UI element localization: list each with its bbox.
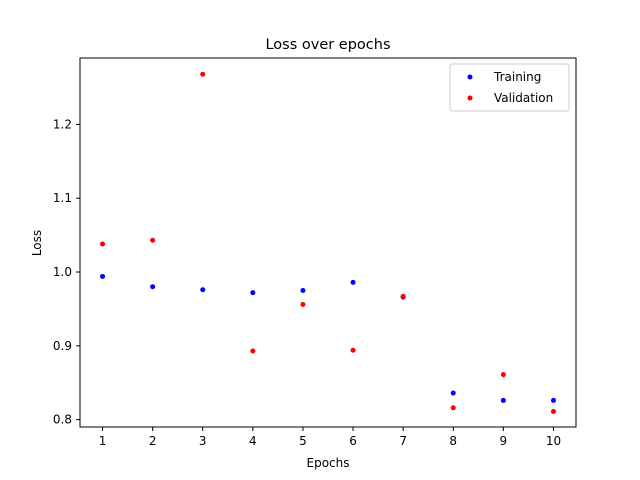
x-axis: 1 2 3 4 5 6 7 8 9 10 xyxy=(99,427,561,448)
x-tick-label: 3 xyxy=(199,434,207,448)
training-point xyxy=(250,290,256,296)
validation-point xyxy=(450,405,456,411)
training-point xyxy=(200,287,206,293)
legend-label-validation: Validation xyxy=(494,91,553,105)
plot-frame xyxy=(79,57,577,428)
training-point xyxy=(500,397,506,403)
training-point xyxy=(350,279,356,285)
legend-label-training: Training xyxy=(493,70,541,84)
validation-point xyxy=(500,372,506,378)
y-axis-label: Loss xyxy=(30,230,44,256)
x-tick-label: 2 xyxy=(149,434,157,448)
x-tick-label: 8 xyxy=(449,434,457,448)
y-tick-label: 1.2 xyxy=(53,117,72,131)
x-tick-label: 5 xyxy=(299,434,307,448)
training-point xyxy=(450,390,456,396)
legend-marker-training xyxy=(467,74,473,80)
x-tick-label: 9 xyxy=(500,434,508,448)
validation-point xyxy=(100,241,106,247)
training-point xyxy=(150,284,156,290)
x-tick-label: 1 xyxy=(99,434,107,448)
x-tick-label: 7 xyxy=(399,434,407,448)
legend-marker-validation xyxy=(467,95,473,101)
x-tick-label: 10 xyxy=(546,434,561,448)
validation-point xyxy=(200,71,206,77)
training-point xyxy=(300,287,306,293)
y-tick-label: 1.1 xyxy=(53,191,72,205)
validation-point xyxy=(150,237,156,243)
y-tick-label: 0.8 xyxy=(53,413,72,427)
legend-box xyxy=(449,63,570,112)
x-tick-label: 6 xyxy=(349,434,357,448)
validation-point xyxy=(250,348,256,354)
x-axis-label: Epochs xyxy=(307,456,350,470)
y-tick-label: 1.0 xyxy=(53,265,72,279)
data-points xyxy=(100,71,556,415)
validation-point xyxy=(550,409,556,415)
validation-point xyxy=(300,301,306,307)
legend: Training Validation xyxy=(449,63,570,112)
y-tick-label: 0.9 xyxy=(53,339,72,353)
y-axis: 0.8 0.9 1.0 1.1 1.2 xyxy=(53,117,80,427)
x-tick-label: 4 xyxy=(249,434,257,448)
training-point xyxy=(100,273,106,279)
validation-point xyxy=(350,347,356,353)
chart-title: Loss over epochs xyxy=(265,37,390,53)
training-point xyxy=(550,397,556,403)
validation-point xyxy=(400,293,406,299)
